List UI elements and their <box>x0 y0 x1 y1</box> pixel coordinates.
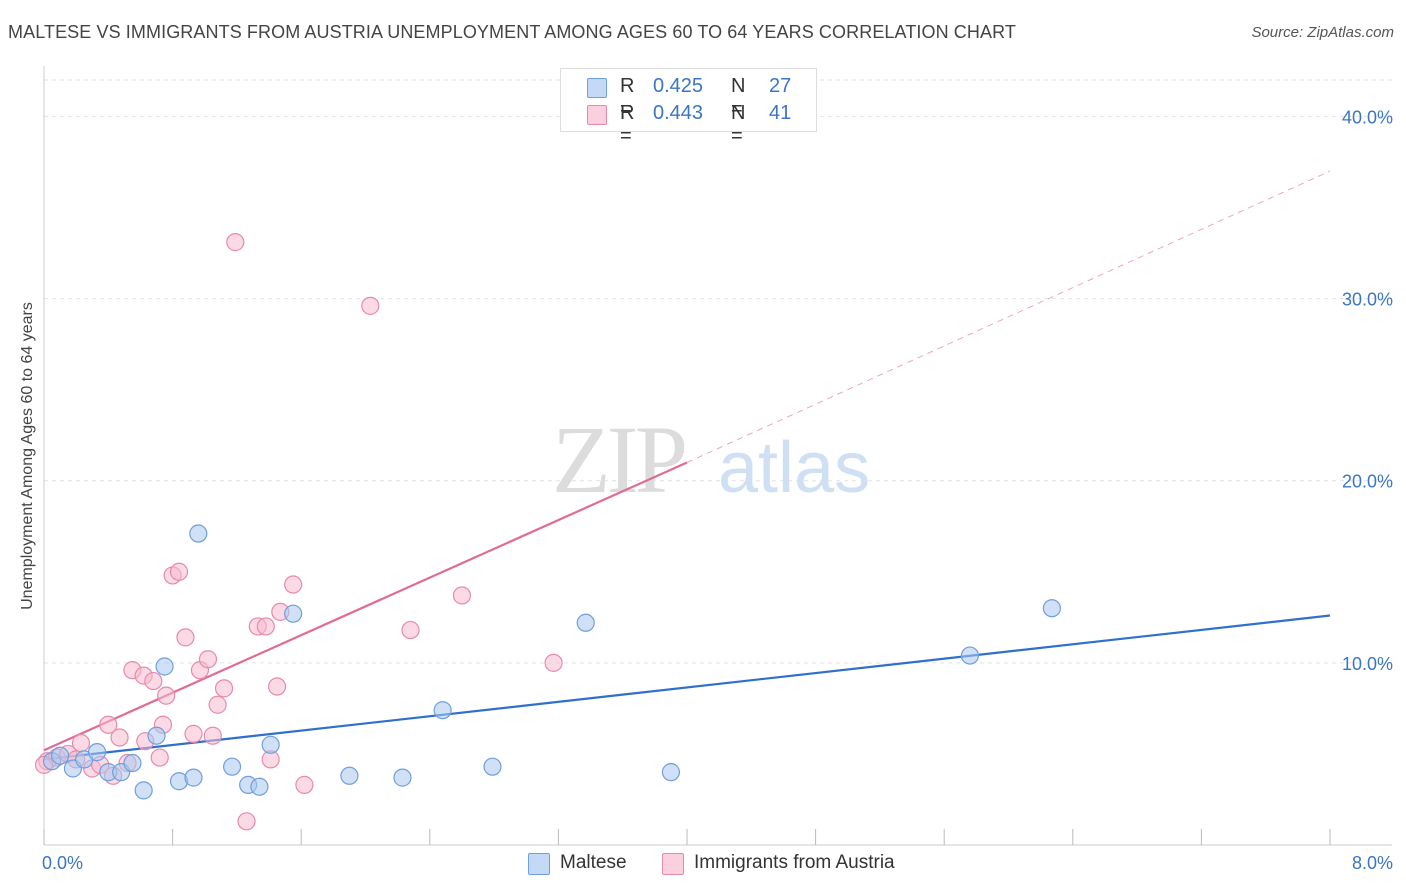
maltese-point <box>261 735 280 754</box>
legend-n-value: 27 <box>769 75 792 97</box>
austria-point <box>401 620 420 640</box>
trend-line-maltese <box>43 614 1331 761</box>
maltese-point <box>155 657 174 676</box>
austria-point <box>144 671 163 691</box>
legend-swatch-maltese <box>587 78 607 98</box>
austria-point <box>237 812 256 831</box>
x-tick-label: 8.0% <box>1352 853 1393 873</box>
austria-point <box>71 733 91 753</box>
austria-point <box>452 586 472 605</box>
maltese-point <box>123 753 142 773</box>
legend-r-value: 0.425 <box>653 75 704 97</box>
maltese-point <box>284 604 303 623</box>
trend-lines <box>43 170 1331 761</box>
maltese-point <box>1042 599 1062 618</box>
legend-swatch-austria <box>587 105 607 125</box>
austria-point <box>544 653 563 672</box>
austria-point <box>214 679 234 698</box>
maltese-point <box>960 646 980 665</box>
legend-n-label: N = <box>731 102 746 147</box>
y-tick-label: 20.0% <box>1342 472 1393 492</box>
watermark-zip: ZIP <box>552 406 685 513</box>
austria-point <box>361 296 380 315</box>
maltese-point <box>87 743 107 762</box>
y-tick-label: 30.0% <box>1342 290 1393 310</box>
source-label: Source: ZipAtlas.com <box>1251 24 1394 41</box>
austria-point <box>150 748 169 767</box>
austria-point <box>157 686 176 705</box>
axes <box>43 66 1392 846</box>
austria-point <box>99 715 118 734</box>
maltese-point <box>147 726 166 745</box>
maltese-point <box>393 768 412 787</box>
y-tick-label: 40.0% <box>1342 107 1393 127</box>
stats-legend: R = 0.425 N = 27 R = 0.443 N = 41 <box>560 68 817 147</box>
watermark-atlas: atlas <box>718 428 870 508</box>
legend-n-label: N = <box>731 75 746 120</box>
maltese-point <box>50 746 70 765</box>
austria-point <box>169 562 189 581</box>
maltese-point <box>250 777 269 796</box>
grid-lines <box>44 79 1392 664</box>
austria-point <box>184 724 203 743</box>
bottom-swatch-austria <box>662 853 684 875</box>
legend-r-label: R = <box>620 75 635 120</box>
legend-n-value: 41 <box>769 102 792 124</box>
x-tick-label: 0.0% <box>42 853 83 873</box>
tick-labels: 10.0% 20.0% 30.0% 40.0% 0.0% 8.0% <box>42 107 1393 873</box>
maltese-point <box>661 763 681 782</box>
maltese-point <box>433 701 452 720</box>
maltese-point <box>483 757 502 776</box>
austria-point <box>267 677 287 696</box>
austria-point <box>256 617 275 636</box>
data-points <box>34 233 1062 831</box>
maltese-point <box>222 757 242 776</box>
austria-point <box>226 233 245 252</box>
maltese-point <box>134 781 153 800</box>
austria-point <box>203 726 222 745</box>
austria-point <box>176 628 195 647</box>
austria-point <box>198 650 218 669</box>
y-tick-label: 10.0% <box>1342 654 1393 674</box>
maltese-point <box>189 524 208 543</box>
chart-title: MALTESE VS IMMIGRANTS FROM AUSTRIA UNEMP… <box>8 22 1016 42</box>
legend-r-label: R = <box>620 102 635 147</box>
austria-point <box>110 728 129 747</box>
bottom-swatch-maltese <box>528 853 550 875</box>
austria-point <box>284 575 303 594</box>
maltese-point <box>340 766 359 785</box>
austria-point <box>208 695 227 714</box>
austria-point <box>295 775 314 794</box>
maltese-point <box>576 613 595 632</box>
maltese-point <box>184 768 203 787</box>
bottom-label-maltese: Maltese <box>560 852 627 873</box>
trend-line-austria <box>43 461 688 752</box>
trend-extension-austria <box>686 170 1331 463</box>
legend-r-value: 0.443 <box>653 102 704 124</box>
bottom-label-austria: Immigrants from Austria <box>694 852 895 873</box>
